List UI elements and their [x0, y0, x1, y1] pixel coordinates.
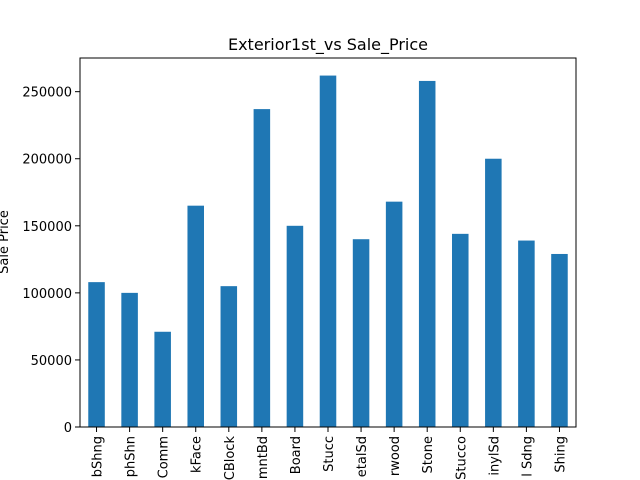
- x-tick-label: Board: [289, 436, 304, 474]
- bar-stone: [418, 80, 436, 427]
- bar-brkface: [187, 205, 204, 427]
- bar-wdshing: [551, 253, 568, 427]
- bar-hdboard: [286, 225, 304, 427]
- bar-brkcomm: [154, 331, 171, 427]
- x-tick-label: Shing: [553, 436, 568, 473]
- x-tick-label: l Sdng: [520, 436, 535, 477]
- bar-cblock: [220, 286, 238, 427]
- y-tick-label: 100000: [22, 287, 72, 302]
- plot-frame: [79, 57, 577, 428]
- x-tick-label: mntBd: [256, 436, 271, 479]
- bars-group: [88, 75, 568, 428]
- bar-metalsd: [352, 239, 370, 427]
- x-tick-label: bShng: [91, 436, 106, 477]
- x-tick-label: rwood: [388, 436, 403, 476]
- x-tick-label: Comm: [157, 436, 172, 478]
- bar-stucco: [452, 233, 469, 427]
- x-tick-label: Stone: [421, 436, 436, 474]
- y-tick-label: 50000: [31, 354, 72, 369]
- y-ticks-group: 0 50000 100000 150000 200000 250000: [22, 86, 80, 436]
- x-tick-label: kFace: [190, 436, 205, 473]
- x-tick-label: Stucco: [454, 436, 469, 480]
- y-tick-label: 200000: [22, 153, 72, 168]
- x-tick-label: phShn: [124, 436, 139, 477]
- x-ticks-group: bShng phShn Comm kFace CBlock mntBd Board Stucc…: [91, 427, 568, 480]
- y-tick-label: 0: [64, 421, 72, 436]
- chart-title: Exterior1st_vs Sale_Price: [228, 35, 428, 55]
- y-tick-label: 150000: [22, 220, 72, 235]
- y-tick-label: 250000: [22, 86, 72, 101]
- y-axis-label: Sale Price: [0, 210, 12, 274]
- x-tick-label: CBlock: [223, 436, 238, 480]
- bar-plywood: [385, 201, 403, 427]
- x-tick-label: etalSd: [355, 436, 370, 477]
- bar-vinylsd: [485, 158, 502, 427]
- bar-cemntbd: [253, 109, 271, 428]
- bar-asbshng: [88, 282, 105, 427]
- x-tick-label: Stucc: [322, 436, 337, 472]
- bar-asphshn: [121, 292, 138, 427]
- x-tick-label: inylSd: [487, 436, 502, 476]
- bar-wd-sdng: [518, 240, 535, 427]
- bar-imstucc: [319, 75, 337, 428]
